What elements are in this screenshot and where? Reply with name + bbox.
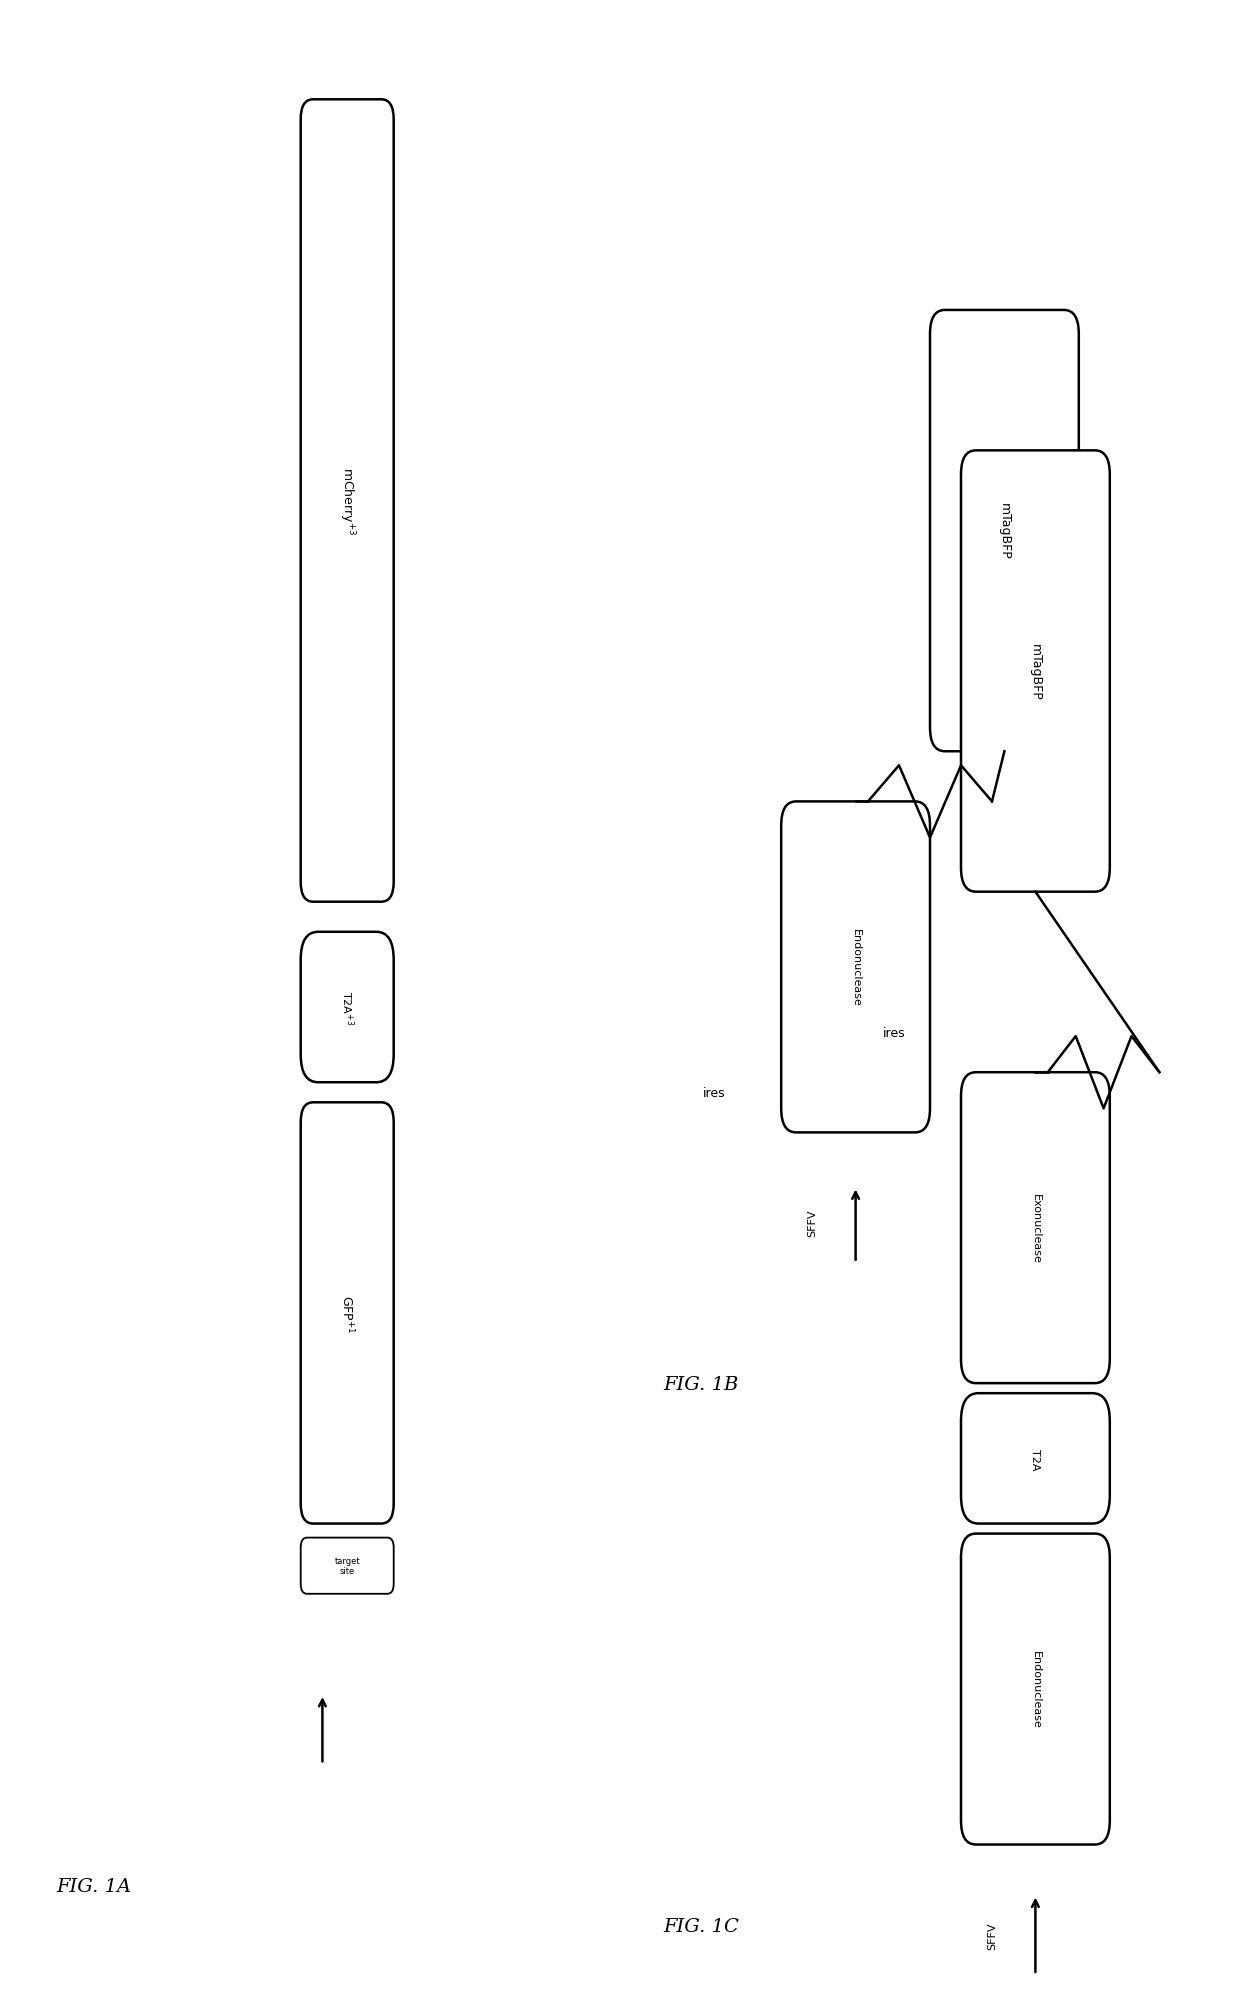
FancyBboxPatch shape <box>781 802 930 1133</box>
Text: ires: ires <box>883 1027 905 1039</box>
Text: SFFV: SFFV <box>987 1921 997 1949</box>
FancyBboxPatch shape <box>301 1538 394 1594</box>
Text: Endonuclease: Endonuclease <box>851 928 861 1007</box>
Text: mTagBFP: mTagBFP <box>1029 644 1042 700</box>
Text: target
site: target site <box>335 1556 360 1576</box>
Text: FIG. 1A: FIG. 1A <box>56 1877 131 1895</box>
Text: SFFV: SFFV <box>807 1209 817 1237</box>
Text: FIG. 1C: FIG. 1C <box>663 1917 739 1935</box>
FancyBboxPatch shape <box>301 100 394 902</box>
Text: T2A: T2A <box>1030 1448 1040 1470</box>
Text: GFP$^{+1}$: GFP$^{+1}$ <box>339 1293 356 1333</box>
FancyBboxPatch shape <box>961 1534 1110 1845</box>
Text: Exonuclease: Exonuclease <box>1030 1193 1040 1263</box>
Text: mCherry$^{+3}$: mCherry$^{+3}$ <box>337 467 357 535</box>
Text: ires: ires <box>703 1087 725 1099</box>
Text: T2A$^{+3}$: T2A$^{+3}$ <box>339 990 356 1025</box>
FancyBboxPatch shape <box>961 1073 1110 1383</box>
FancyBboxPatch shape <box>301 1103 394 1524</box>
Text: mTagBFP: mTagBFP <box>998 503 1011 559</box>
FancyBboxPatch shape <box>301 932 394 1083</box>
Text: FIG. 1B: FIG. 1B <box>663 1375 739 1393</box>
FancyBboxPatch shape <box>930 311 1079 752</box>
FancyBboxPatch shape <box>961 1393 1110 1524</box>
Text: Endonuclease: Endonuclease <box>1030 1650 1040 1728</box>
FancyBboxPatch shape <box>961 451 1110 892</box>
